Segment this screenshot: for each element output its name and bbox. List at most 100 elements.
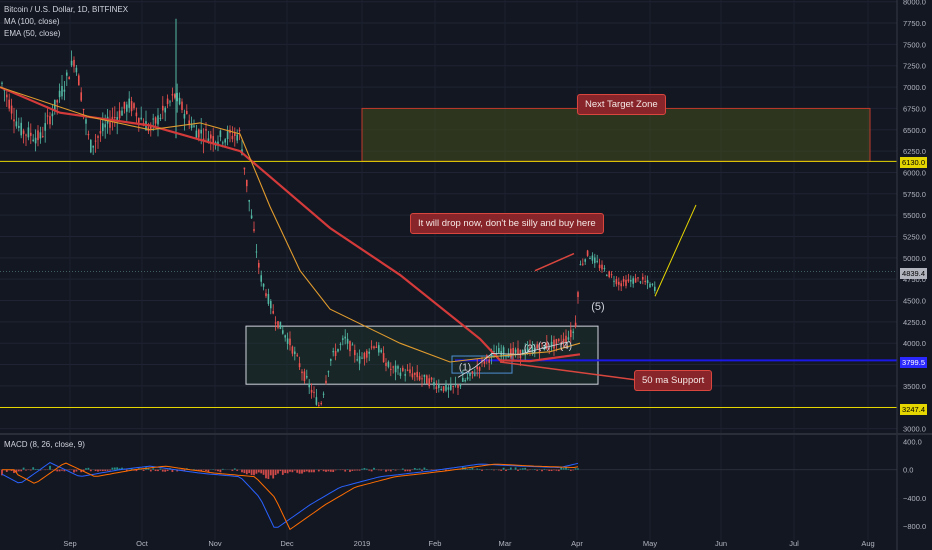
macd-histogram-bar [322, 469, 325, 472]
candle-body [382, 353, 385, 363]
candle-body [582, 263, 584, 265]
candle-body [474, 374, 476, 376]
candle-body [61, 85, 63, 97]
macd-histogram-bar [80, 469, 83, 473]
macd-pane [0, 462, 897, 531]
candle-body [584, 259, 586, 262]
candle-body [572, 331, 574, 333]
price-tick-label: 7500.0 [903, 40, 926, 49]
macd-histogram-bar [349, 469, 351, 472]
candle-body [121, 110, 123, 116]
candle-body [459, 385, 462, 387]
macd-histogram-bar [310, 469, 313, 473]
wave-label: (1) [459, 363, 471, 374]
candle-body [315, 397, 318, 405]
macd-histogram-bar [202, 469, 205, 471]
candle-body [639, 281, 642, 283]
candle-body [512, 347, 514, 355]
price-tick-label: 4750.0 [903, 275, 926, 284]
macd-histogram-bar [493, 469, 495, 471]
drawings: (1) (2) (3) (4) (5) [457, 204, 697, 381]
candle-body [159, 117, 162, 120]
candle-body [318, 405, 320, 407]
macd-histogram-bar [351, 469, 354, 471]
macd-histogram-bar [344, 469, 347, 472]
candle-body [37, 130, 39, 141]
candle-body [277, 321, 279, 328]
macd-histogram-bar [149, 469, 152, 472]
macd-histogram-bar [121, 467, 123, 470]
time-tick-label: Nov [208, 539, 222, 548]
candle-body [174, 94, 176, 98]
candle-body [73, 59, 75, 67]
macd-histogram-bar [32, 467, 35, 470]
symbol-legend: Bitcoin / U.S. Dollar, 1D, BITFINEX [4, 5, 129, 14]
macd-histogram-bar [329, 469, 332, 472]
candle-body [320, 403, 322, 405]
candle-body [361, 357, 363, 359]
candle-body [138, 118, 140, 123]
macd-histogram-bar [221, 468, 224, 470]
target-zone [361, 107, 871, 162]
candle-body [373, 346, 375, 349]
macd-histogram-bar [413, 467, 416, 470]
macd-histogram-bar [550, 469, 553, 472]
macd-histogram-bar [334, 469, 337, 471]
macd-histogram-bar [159, 468, 162, 470]
macd-histogram-bar [1, 469, 3, 476]
macd-histogram-bar [171, 469, 174, 472]
time-tick-label: Aug [861, 539, 874, 548]
candle-body [56, 100, 58, 103]
candle-body [99, 131, 102, 134]
candle-body [387, 361, 390, 367]
candle-body [490, 353, 493, 357]
candle-body [255, 251, 258, 253]
candle-body [294, 351, 296, 355]
price-tag-bottom: 3247.4 [900, 404, 927, 415]
price-tick-label: 8000.0 [903, 0, 926, 7]
candle-body [378, 345, 380, 353]
macd-histogram-bar [104, 469, 107, 471]
candle-body [234, 133, 236, 136]
candle-body [152, 118, 154, 120]
macd-histogram-bar [572, 469, 575, 471]
price-tick-label: 6250.0 [903, 147, 926, 156]
target-zone-callout[interactable]: Next Target Zone [577, 94, 666, 115]
macd-histogram-bar [101, 469, 104, 472]
candle-body [248, 200, 250, 202]
candle-body [42, 135, 44, 137]
macd-histogram-bar [20, 469, 23, 472]
candle-body [238, 129, 241, 132]
macd-histogram-bar [502, 467, 505, 470]
ma100-line [0, 86, 581, 363]
candle-body [30, 132, 32, 136]
candle-body [325, 380, 327, 384]
candle-body [514, 349, 517, 353]
candle-body [289, 338, 291, 346]
candle-body [553, 339, 555, 349]
support-callout[interactable]: 50 ma Support [634, 370, 713, 391]
candle-body [356, 359, 358, 361]
macd-histogram-bar [471, 467, 474, 470]
candle-body [447, 387, 450, 390]
candle-body [375, 346, 378, 348]
candle-body [402, 367, 404, 371]
macd-histogram-bar [370, 469, 373, 472]
candle-body [654, 286, 656, 291]
macd-histogram-bar [526, 469, 529, 471]
candle-body [423, 374, 426, 377]
macd-histogram-bar [317, 469, 320, 472]
candle-body [183, 113, 186, 119]
macd-histogram-bar [298, 469, 301, 474]
candle-body [97, 136, 99, 138]
candle-body [469, 372, 471, 376]
wave-label: (3) [538, 341, 550, 352]
candle-body [502, 347, 505, 356]
candle-body [49, 116, 51, 125]
macd-histogram-bar [380, 469, 383, 471]
candle-body [632, 278, 634, 284]
candle-body [404, 374, 406, 376]
candle-body [603, 268, 606, 270]
drop-warning-callout[interactable]: It will drop now, don't be silly and buy… [410, 213, 604, 234]
